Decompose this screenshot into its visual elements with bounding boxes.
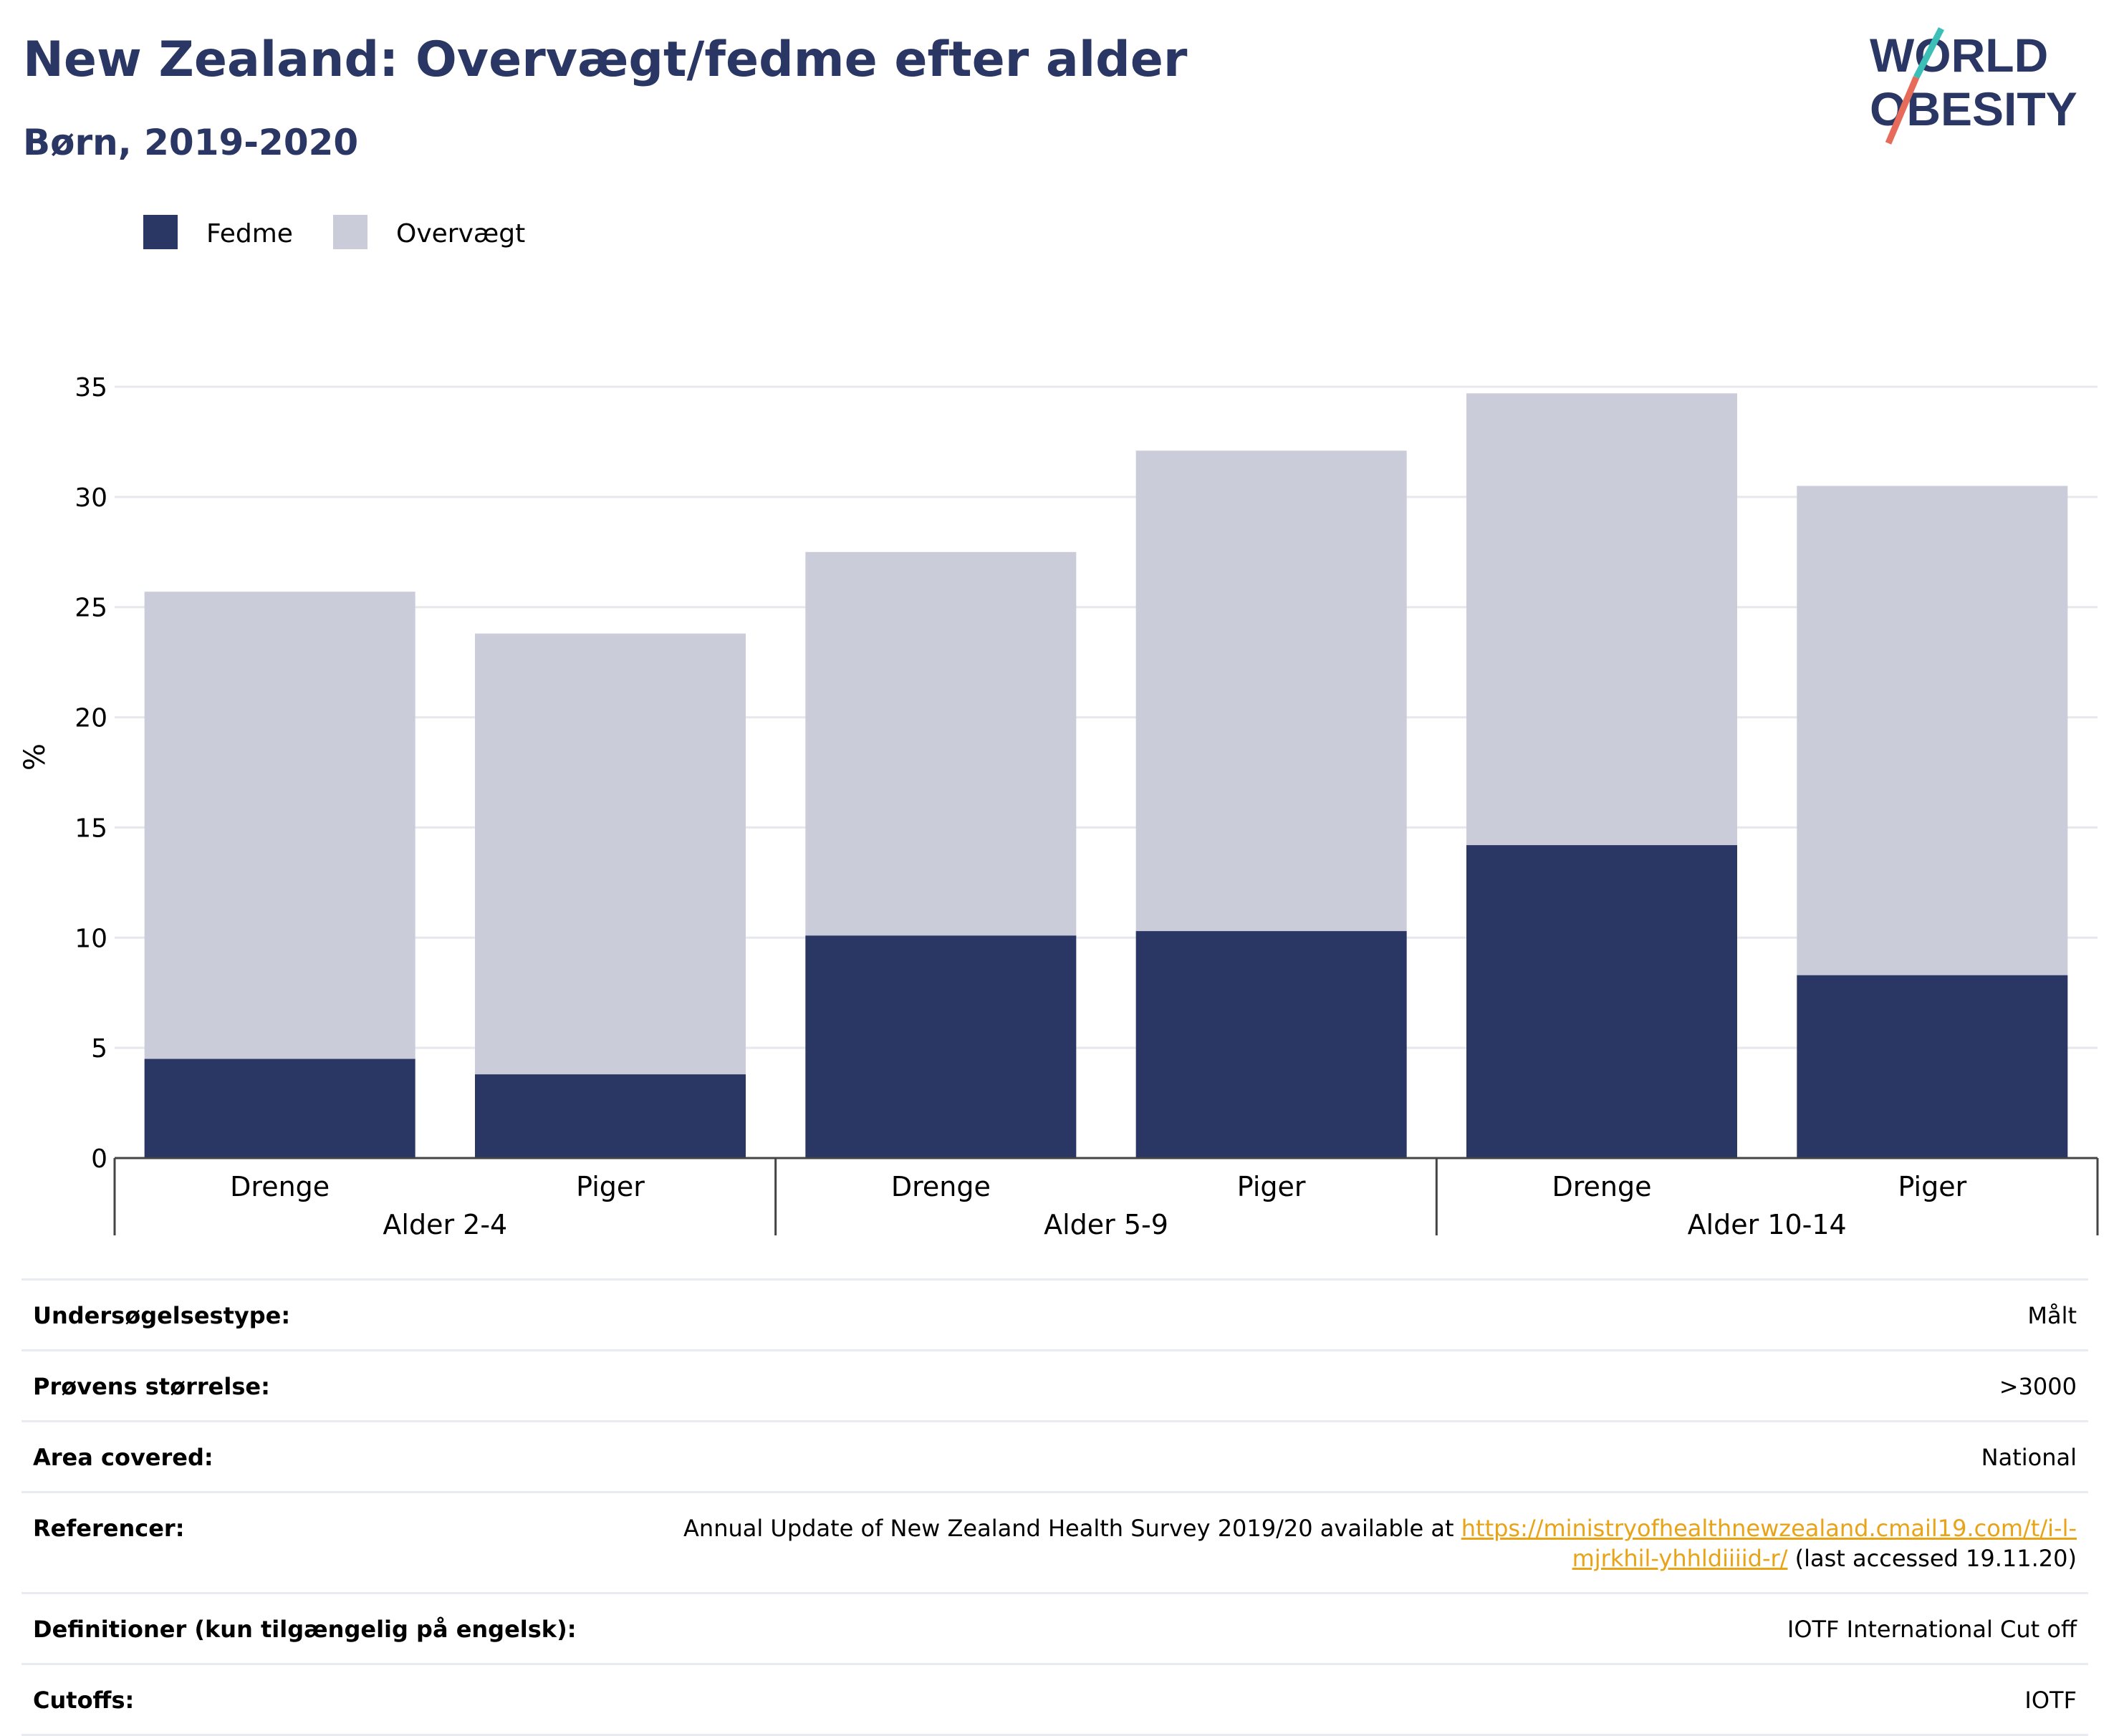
- meta-label: Undersøgelsestype:: [33, 1302, 291, 1329]
- logo-line-1: WORLD: [1870, 29, 2048, 82]
- bar-fedme-0: [144, 1059, 415, 1158]
- bar-fedme-4: [1466, 845, 1737, 1158]
- x-tick-label: Piger: [1237, 1171, 1306, 1202]
- meta-value: IOTF: [2024, 1687, 2077, 1714]
- reference-accessed: (last accessed 19.11.20): [1787, 1545, 2077, 1572]
- meta-row-definitions: Definitioner (kun tilgængelig på engelsk…: [21, 1594, 2088, 1665]
- y-tick-label: 0: [91, 1144, 107, 1174]
- meta-value: Målt: [2027, 1302, 2077, 1329]
- meta-label: Referencer:: [33, 1515, 185, 1542]
- reference-link[interactable]: https://ministryofhealthnewzealand.cmail…: [1461, 1515, 2077, 1572]
- meta-label: Prøvens størrelse:: [33, 1373, 270, 1400]
- legend-label: Fedme: [206, 219, 293, 249]
- y-tick-label: 15: [75, 814, 107, 843]
- meta-row-sample-size: Prøvens størrelse: >3000: [21, 1351, 2088, 1422]
- meta-value: >3000: [1999, 1373, 2077, 1400]
- meta-row-cutoffs: Cutoffs: IOTF: [21, 1665, 2088, 1736]
- x-tick-label: Piger: [1898, 1171, 1966, 1202]
- group-label: Alder 2-4: [383, 1209, 507, 1240]
- meta-row-area-covered: Area covered: National: [21, 1422, 2088, 1493]
- x-tick-label: Drenge: [891, 1171, 991, 1202]
- meta-label: Cutoffs:: [33, 1687, 135, 1714]
- bar-overvaegt-0: [144, 592, 415, 1059]
- metadata-table: Undersøgelsestype: Målt Prøvens størrels…: [21, 1278, 2088, 1736]
- y-tick-label: 10: [75, 924, 107, 953]
- meta-value-reference: Annual Update of New Zealand Health Surv…: [608, 1513, 2077, 1573]
- logo-slash-red: [1885, 76, 1920, 145]
- meta-label: Definitioner (kun tilgængelig på engelsk…: [33, 1616, 577, 1643]
- legend-swatch-fedme: [143, 215, 178, 249]
- bar-fedme-2: [805, 935, 1077, 1158]
- chart-legend: Fedme Overvægt: [143, 215, 525, 249]
- meta-row-survey-type: Undersøgelsestype: Målt: [21, 1281, 2088, 1351]
- meta-value: IOTF International Cut off: [1787, 1616, 2077, 1643]
- y-tick-label: 30: [75, 483, 107, 513]
- y-tick-label: 20: [75, 704, 107, 733]
- bar-fedme-3: [1135, 931, 1407, 1158]
- bar-overvaegt-4: [1466, 393, 1737, 846]
- reference-text: Annual Update of New Zealand Health Surv…: [683, 1515, 1461, 1542]
- y-axis-label: %: [19, 743, 52, 771]
- bar-overvaegt-1: [475, 633, 746, 1075]
- x-axis: Drenge Piger Drenge Piger Drenge Piger Alder 2…: [113, 1157, 2099, 1240]
- bar-chart: Fedme Overvægt 0 5 10 15 20 25 30 35 % Drenge Pig…: [19, 215, 2099, 1240]
- bar-overvaegt-3: [1135, 450, 1407, 932]
- y-tick-label: 35: [75, 373, 107, 402]
- legend-swatch-overvaegt: [333, 215, 367, 249]
- x-tick-label: Drenge: [230, 1171, 330, 1202]
- world-obesity-logo: WORLD OBESITY: [1870, 26, 2077, 145]
- meta-row-references: Referencer: Annual Update of New Zealand…: [21, 1493, 2088, 1594]
- bar-overvaegt-5: [1797, 486, 2068, 975]
- logo-slash-teal: [1913, 26, 1945, 79]
- x-tick-label: Piger: [576, 1171, 645, 1202]
- chart-bars: [144, 393, 2068, 1158]
- group-label: Alder 10-14: [1688, 1209, 1847, 1240]
- y-tick-label: 5: [91, 1034, 107, 1064]
- y-tick-label: 25: [75, 594, 107, 623]
- group-label: Alder 5-9: [1044, 1209, 1168, 1240]
- meta-value: National: [1981, 1444, 2077, 1471]
- bar-overvaegt-2: [805, 551, 1077, 936]
- x-tick-label: Drenge: [1552, 1171, 1651, 1202]
- meta-label: Area covered:: [33, 1444, 213, 1471]
- chart-title: New Zealand: Overvægt/fedme efter alder: [23, 32, 1188, 88]
- bar-fedme-5: [1797, 975, 2068, 1158]
- chart-subtitle: Børn, 2019-2020: [23, 122, 359, 163]
- legend-label: Overvægt: [396, 219, 525, 249]
- chart-gridlines: [115, 385, 2098, 1049]
- y-axis: 0 5 10 15 20 25 30 35: [75, 373, 107, 1174]
- bar-fedme-1: [475, 1074, 746, 1158]
